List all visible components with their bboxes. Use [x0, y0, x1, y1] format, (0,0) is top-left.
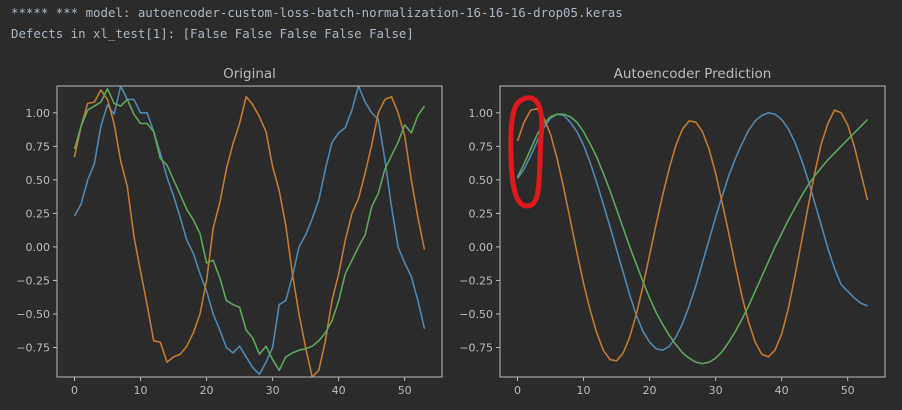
prediction-xtick-label: 20	[643, 384, 657, 397]
prediction-ytick-label: 0.75	[469, 140, 494, 153]
original-series-1-line	[73, 86, 426, 376]
original-ytick-label: 0.75	[26, 140, 51, 153]
original-xtick-label: 10	[134, 384, 148, 397]
prediction-ytick-label: 0.00	[469, 241, 494, 254]
original-ytick-label: 0.25	[26, 207, 51, 220]
original-ytick-label: −0.25	[16, 274, 50, 287]
prediction-chart: Autoencoder Prediction 0 10 20 30 40 50 −0.75 −0…	[459, 66, 886, 397]
prediction-xtick-label: 50	[841, 384, 855, 397]
prediction-ytick-label: −0.25	[459, 274, 493, 287]
original-xtick-label: 30	[266, 384, 280, 397]
prediction-xtick-label: 40	[775, 384, 789, 397]
original-chart: Original 0 10 20 30 40 50 −0.75 −0.50 −0.25 0.00 0.…	[16, 66, 443, 397]
prediction-xtick-label: 0	[514, 384, 521, 397]
red-circle-annotation	[508, 95, 545, 209]
original-xtick-label: 50	[398, 384, 412, 397]
original-xtick-label: 20	[200, 384, 214, 397]
prediction-ytick-label: 1.00	[469, 107, 494, 120]
original-ytick-label: 0.50	[26, 174, 51, 187]
console-model-line: ***** *** model: autoencoder-custom-loss…	[11, 5, 623, 20]
prediction-series-1-line	[516, 112, 868, 352]
original-series-3-line	[73, 87, 426, 372]
original-ytick-label: 0.00	[26, 241, 51, 254]
prediction-xtick-label: 10	[577, 384, 591, 397]
prediction-title: Autoencoder Prediction	[614, 66, 772, 82]
original-xtick-label: 40	[332, 384, 346, 397]
prediction-ytick-label: −0.50	[459, 308, 493, 321]
prediction-ytick-label: 0.50	[469, 174, 494, 187]
prediction-series-3-line	[516, 113, 869, 365]
console-defects-line: Defects in xl_test[1]: [False False Fals…	[11, 26, 414, 41]
original-ytick-label: −0.75	[16, 341, 50, 354]
prediction-series-2-line	[516, 108, 869, 362]
original-ytick-label: −0.50	[16, 308, 50, 321]
original-series-2-line	[73, 89, 426, 377]
original-axes-frame	[56, 85, 443, 378]
original-xtick-label: 0	[71, 384, 78, 397]
prediction-ytick-label: −0.75	[459, 341, 493, 354]
original-ytick-label: 1.00	[26, 107, 51, 120]
prediction-xtick-label: 30	[709, 384, 723, 397]
prediction-ytick-label: 0.25	[469, 207, 494, 220]
original-title: Original	[223, 66, 276, 82]
prediction-axes-frame	[499, 85, 886, 378]
